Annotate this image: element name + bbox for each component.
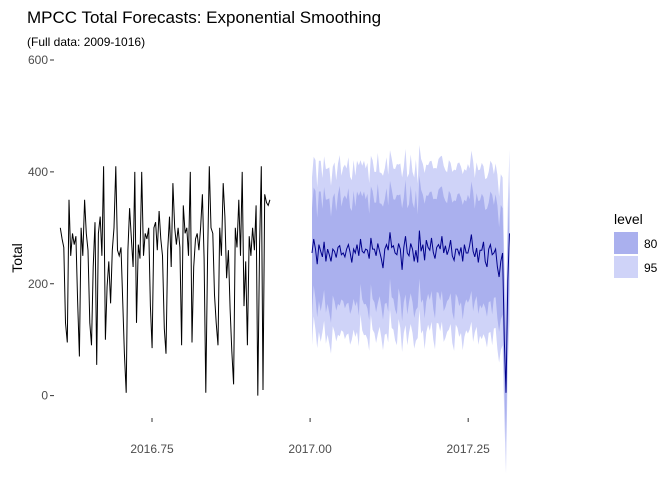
legend-swatch-95 bbox=[614, 256, 638, 278]
y-tick-label: 0 bbox=[41, 389, 48, 403]
axes: 0 200 400 600 2016.75 2017.00 2017.25 bbox=[28, 53, 490, 456]
y-tick-label: 600 bbox=[28, 53, 48, 67]
y-axis-title: Total bbox=[9, 243, 25, 273]
legend-swatch-80 bbox=[614, 232, 638, 254]
y-tick-label: 400 bbox=[28, 165, 48, 179]
forecast-line bbox=[311, 230, 510, 393]
history-line bbox=[59, 166, 271, 396]
x-tick-label: 2017.25 bbox=[446, 442, 490, 456]
legend-title: level bbox=[614, 211, 643, 227]
legend: level 80 95 bbox=[614, 211, 658, 278]
x-tick-label: 2017.00 bbox=[288, 442, 332, 456]
prediction-bands bbox=[312, 145, 510, 474]
legend-label-95: 95 bbox=[644, 261, 658, 275]
series-lines bbox=[59, 166, 510, 396]
y-tick-label: 200 bbox=[28, 277, 48, 291]
x-tick-label: 2016.75 bbox=[130, 442, 174, 456]
legend-label-80: 80 bbox=[644, 237, 658, 251]
chart-subtitle: (Full data: 2009-1016) bbox=[27, 35, 145, 49]
chart-title: MPCC Total Forecasts: Exponential Smooth… bbox=[27, 8, 381, 27]
